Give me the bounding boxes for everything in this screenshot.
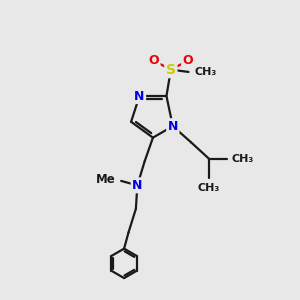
Text: N: N — [132, 179, 142, 192]
Text: CH₃: CH₃ — [194, 67, 217, 77]
Text: N: N — [134, 90, 145, 103]
Text: O: O — [183, 54, 193, 67]
Text: N: N — [168, 120, 178, 133]
Text: S: S — [166, 63, 176, 76]
Text: O: O — [148, 54, 159, 67]
Text: CH₃: CH₃ — [231, 154, 254, 164]
Text: Me: Me — [95, 173, 115, 186]
Text: CH₃: CH₃ — [198, 183, 220, 193]
